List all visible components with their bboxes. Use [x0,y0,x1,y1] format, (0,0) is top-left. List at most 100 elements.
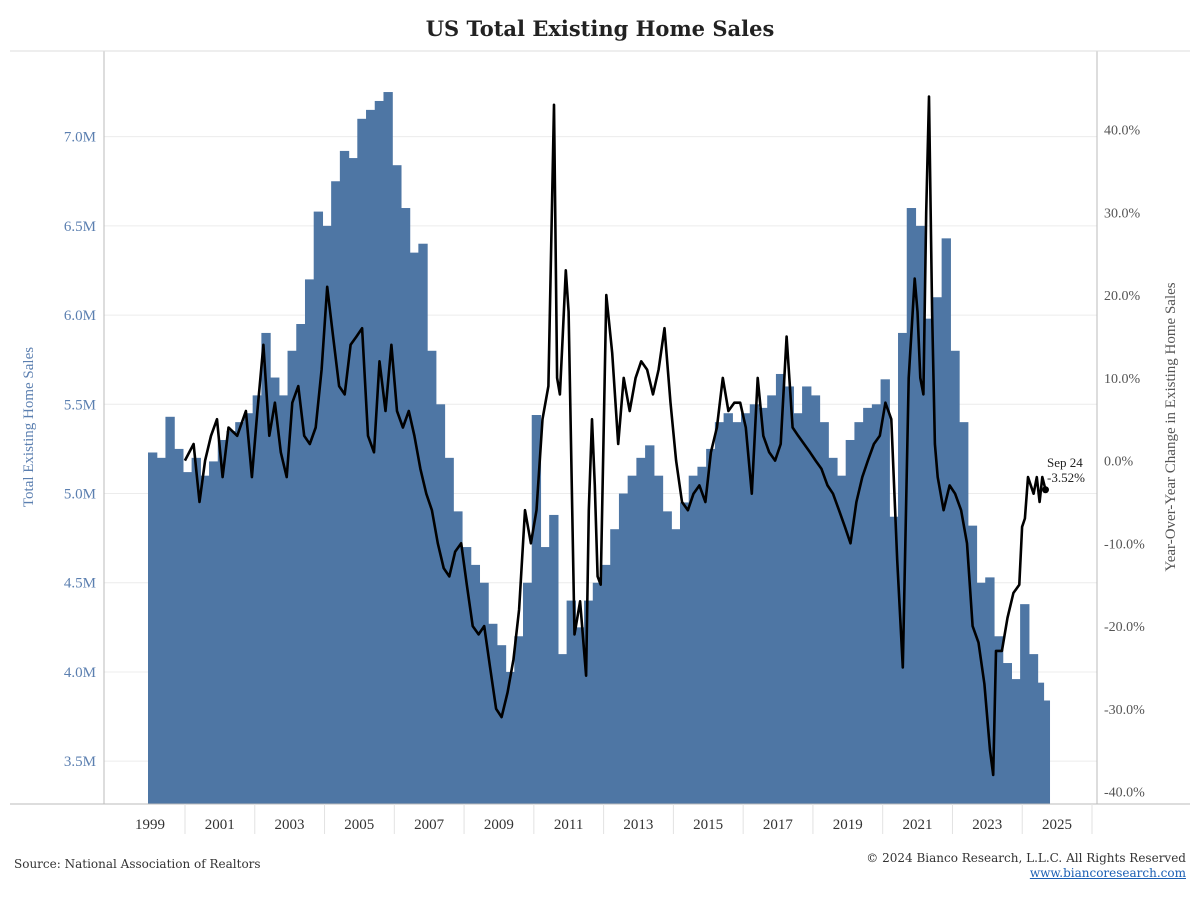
yoy-line [183,95,1047,777]
bar-29 [400,208,411,805]
bar-61 [679,502,690,804]
bar-70 [758,407,768,804]
bar-4 [182,472,193,804]
bar-25 [366,109,376,804]
bar-102 [1037,682,1045,804]
last-value-annotation: Sep 24 -3.52% [1047,455,1085,485]
bar-78 [828,457,838,804]
right-tick-label-3: -10.0% [1104,537,1145,552]
bar-12 [252,395,262,804]
bar-23 [348,158,358,804]
bar-99 [1011,679,1021,804]
bar-52 [601,564,611,804]
bar-40 [496,645,507,804]
bar-30 [409,252,419,805]
annotation-value: -3.52% [1047,470,1085,485]
bar-11 [243,413,254,804]
bar-88 [915,225,925,804]
right-axis-ticks: -40.0% -30.0% -20.0% -10.0% 0.0% 10.0% 20.0% 30… [1104,124,1145,801]
bar-47 [557,654,568,804]
bar-66 [723,413,733,804]
bar-87 [906,208,917,805]
x-tick-label-3: 2005 [344,817,374,833]
bar-57 [645,445,655,804]
x-tick-label-6: 2011 [554,817,583,833]
right-tick-label-1: -30.0% [1104,703,1145,718]
credits: © 2024 Bianco Research, L.L.C. All Right… [866,851,1186,881]
bar-80 [845,439,856,804]
bar-71 [767,395,777,804]
annotation-date: Sep 24 [1047,455,1083,470]
plot-frame [10,50,1190,805]
x-tick-label-2: 2003 [275,817,305,833]
bar-58 [653,475,664,804]
bar-7 [209,461,219,804]
bar-92 [950,350,960,804]
x-tick-label-4: 2007 [414,817,445,833]
bar-15 [278,395,289,804]
bar-28 [392,165,402,805]
right-tick-label-2: -20.0% [1104,620,1145,635]
bar-3 [174,448,184,804]
bar-42 [514,636,524,804]
x-tick-label-8: 2015 [693,817,723,833]
x-tick-label-12: 2023 [972,817,1002,833]
bar-44 [531,415,542,804]
bar-31 [418,243,428,804]
bar-10 [235,422,245,804]
bar-89 [924,318,934,804]
x-tick-label-5: 2009 [484,817,514,833]
bar-14 [270,377,280,804]
line-series [183,95,1049,777]
right-axis-label: Year-Over-Year Change in Existing Home S… [1163,282,1179,571]
bar-21 [331,181,341,804]
bar-38 [479,582,489,804]
x-tick-label-11: 2021 [902,817,932,833]
bar-59 [662,511,672,804]
bar-50 [584,600,594,804]
chart-title: US Total Existing Home Sales [425,16,775,41]
bar-22 [339,150,350,804]
left-tick-label-4: 5.5M [64,397,96,413]
bar-36 [461,547,472,804]
left-tick-label-0: 3.5M [64,754,96,770]
bar-64 [706,448,716,804]
bar-5 [191,457,201,804]
bar-53 [610,529,620,804]
bar-48 [566,600,576,804]
bar-6 [200,475,210,804]
bar-2 [165,416,175,804]
bar-43 [523,582,533,804]
bar-62 [688,475,699,804]
bar-16 [287,350,297,804]
x-tick-label-10: 2019 [833,817,863,833]
bar-98 [1002,663,1012,804]
left-tick-label-2: 4.5M [64,576,96,592]
bar-17 [296,324,306,804]
bar-91 [941,238,951,805]
x-tick-label-7: 2013 [623,817,653,833]
bar-13 [261,332,271,804]
bar-51 [592,582,603,804]
bar-26 [374,100,385,804]
bar-56 [636,457,646,804]
bar-20 [322,225,332,804]
bar-60 [671,529,681,804]
bar-9 [226,431,236,804]
bar-100 [1020,604,1030,804]
bar-76 [810,395,821,804]
bar-65 [714,422,725,804]
website-link[interactable]: www.biancoresearch.com [1029,866,1186,880]
left-tick-label-6: 6.5M [64,219,96,235]
bar-84 [880,379,890,804]
bar-85 [889,516,899,804]
bar-27 [383,92,393,804]
left-axis-label: Total Existing Home Sales [21,347,37,507]
left-tick-label-3: 5.0M [64,487,96,503]
bar-46 [549,514,559,804]
right-tick-label-8: 40.0% [1104,124,1141,139]
bar-41 [505,671,515,804]
bar-35 [453,511,463,804]
bar-96 [985,577,995,804]
